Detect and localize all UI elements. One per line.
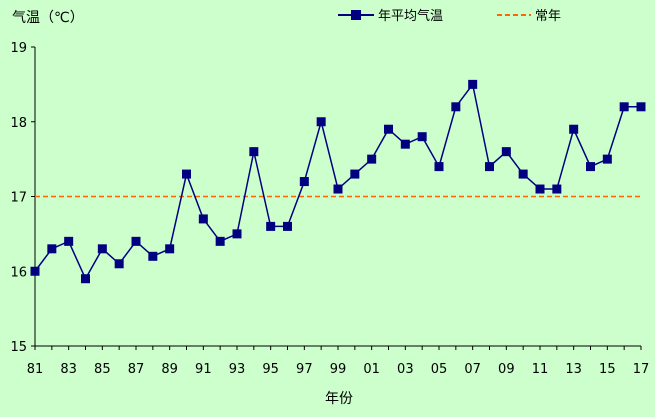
legend-series-swatch-marker bbox=[351, 10, 361, 20]
data-point-marker bbox=[619, 102, 629, 112]
data-point-marker bbox=[367, 154, 377, 164]
x-tick-label: 11 bbox=[532, 362, 549, 377]
data-point-marker bbox=[198, 214, 208, 224]
data-point-marker bbox=[182, 169, 191, 179]
data-point-marker bbox=[569, 124, 579, 134]
x-tick-label: 07 bbox=[464, 362, 481, 377]
x-tick-label: 15 bbox=[599, 362, 616, 377]
y-tick-label: 18 bbox=[10, 116, 27, 131]
data-point-marker bbox=[148, 251, 158, 261]
x-tick-label: 99 bbox=[330, 362, 347, 377]
y-tick-label: 19 bbox=[10, 41, 27, 56]
x-tick-label: 85 bbox=[94, 362, 111, 377]
data-point-marker bbox=[468, 79, 478, 89]
x-tick-label: 81 bbox=[27, 362, 44, 377]
data-point-marker bbox=[266, 221, 276, 231]
data-point-marker bbox=[232, 229, 242, 239]
x-tick-label: 83 bbox=[60, 362, 77, 377]
x-tick-label: 87 bbox=[128, 362, 145, 377]
data-point-marker bbox=[400, 139, 410, 149]
data-point-marker bbox=[316, 117, 326, 127]
x-tick-label: 13 bbox=[565, 362, 582, 377]
series-line bbox=[34, 82, 641, 281]
data-point-marker bbox=[636, 102, 646, 112]
data-point-marker bbox=[434, 162, 444, 172]
data-point-marker bbox=[97, 244, 107, 254]
y-axis-title: 气温（℃） bbox=[12, 10, 84, 26]
x-tick-label: 89 bbox=[161, 362, 178, 377]
legend-normal-label: 常年 bbox=[535, 9, 561, 24]
x-tick-label: 93 bbox=[229, 362, 246, 377]
data-point-marker bbox=[485, 162, 494, 172]
y-tick-label: 17 bbox=[10, 191, 27, 206]
data-point-marker bbox=[299, 177, 309, 187]
data-point-marker bbox=[131, 236, 141, 246]
x-tick-label: 05 bbox=[431, 362, 448, 377]
x-tick-label: 95 bbox=[262, 362, 279, 377]
x-tick-label: 97 bbox=[296, 362, 313, 377]
data-point-marker bbox=[47, 244, 57, 254]
data-point-marker bbox=[30, 266, 40, 276]
data-point-marker bbox=[114, 259, 124, 269]
data-point-marker bbox=[384, 124, 393, 134]
data-point-marker bbox=[451, 102, 461, 112]
x-axis-title: 年份 bbox=[325, 391, 353, 407]
data-point-marker bbox=[518, 169, 528, 179]
x-tick-label: 91 bbox=[195, 362, 212, 377]
data-point-marker bbox=[552, 184, 562, 194]
data-point-marker bbox=[535, 184, 545, 194]
data-point-marker bbox=[501, 147, 511, 157]
data-point-marker bbox=[417, 132, 427, 142]
data-point-marker bbox=[64, 236, 74, 246]
legend-series-label: 年平均气温 bbox=[378, 8, 443, 24]
x-tick-label: 01 bbox=[363, 362, 380, 377]
data-point-marker bbox=[165, 244, 175, 254]
data-point-marker bbox=[586, 162, 595, 172]
data-point-marker bbox=[249, 147, 259, 157]
data-point-marker bbox=[81, 274, 90, 284]
x-tick-label: 17 bbox=[633, 362, 650, 377]
x-tick-label: 09 bbox=[498, 362, 515, 377]
data-point-marker bbox=[602, 154, 612, 164]
data-point-marker bbox=[283, 221, 292, 231]
y-tick-label: 16 bbox=[10, 265, 27, 280]
y-tick-label: 15 bbox=[10, 340, 27, 355]
x-tick-label: 03 bbox=[397, 362, 414, 377]
data-point-marker bbox=[350, 169, 360, 179]
data-point-marker bbox=[215, 236, 225, 246]
data-point-marker bbox=[333, 184, 343, 194]
